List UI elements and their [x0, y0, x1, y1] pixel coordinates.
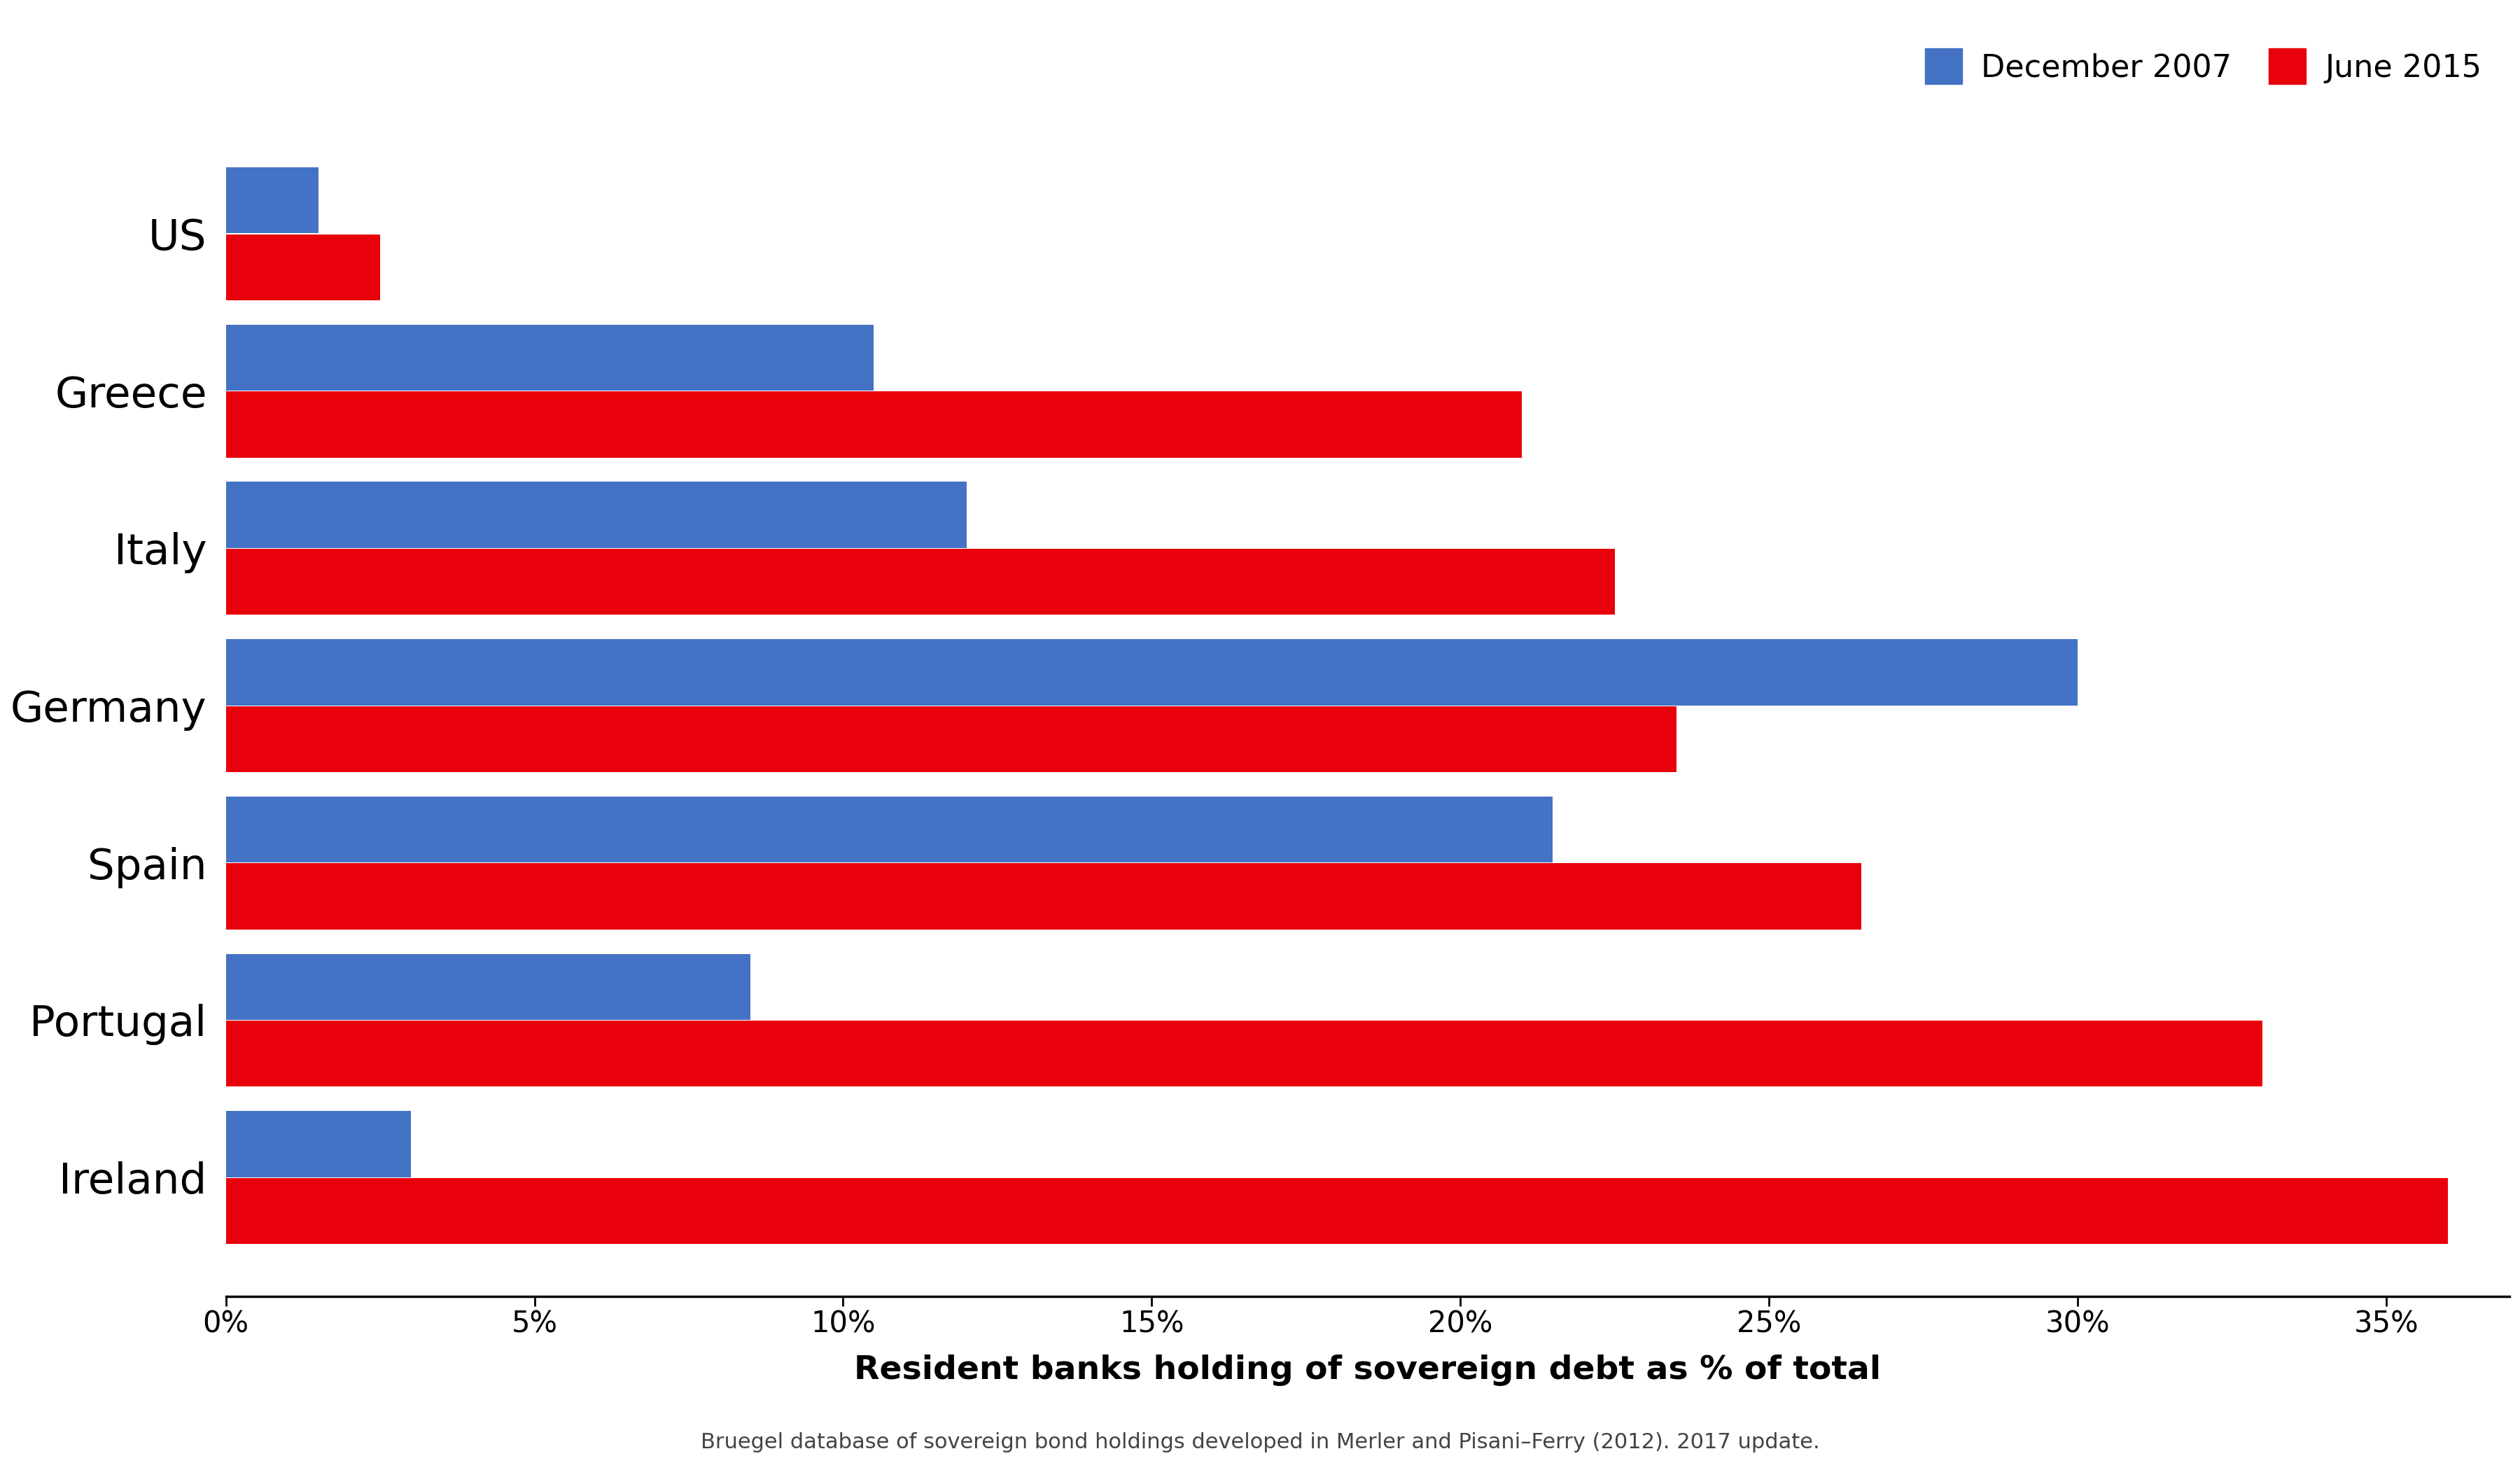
Bar	[227, 234, 381, 300]
Bar	[227, 168, 318, 234]
Bar	[227, 482, 968, 548]
Bar	[227, 1020, 2263, 1086]
Bar	[227, 797, 1552, 863]
Bar	[227, 391, 1522, 457]
Bar	[227, 706, 1676, 772]
X-axis label: Resident banks holding of sovereign debt as % of total: Resident banks holding of sovereign debt…	[854, 1354, 1882, 1386]
Bar	[227, 863, 1862, 929]
Bar	[227, 325, 874, 391]
Bar	[227, 548, 1615, 614]
Text: Bruegel database of sovereign bond holdings developed in Merler and Pisani–Ferry: Bruegel database of sovereign bond holdi…	[701, 1432, 1819, 1452]
Bar	[227, 954, 751, 1020]
Bar	[227, 1177, 2447, 1244]
Legend: December 2007, June 2015: December 2007, June 2015	[1913, 35, 2495, 97]
Bar	[227, 639, 2076, 706]
Bar	[227, 1111, 411, 1177]
